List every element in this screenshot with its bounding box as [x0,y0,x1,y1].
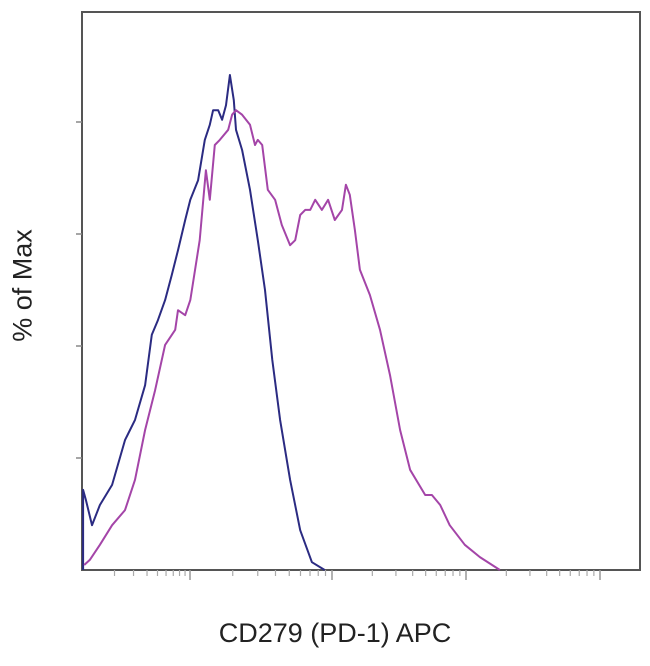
plot-frame [81,11,641,571]
histogram-series-1 [82,74,326,571]
histogram-series-2 [83,109,501,571]
x-axis-label: CD279 (PD-1) APC [218,618,452,648]
y-axis-label: % of Max [7,229,38,342]
